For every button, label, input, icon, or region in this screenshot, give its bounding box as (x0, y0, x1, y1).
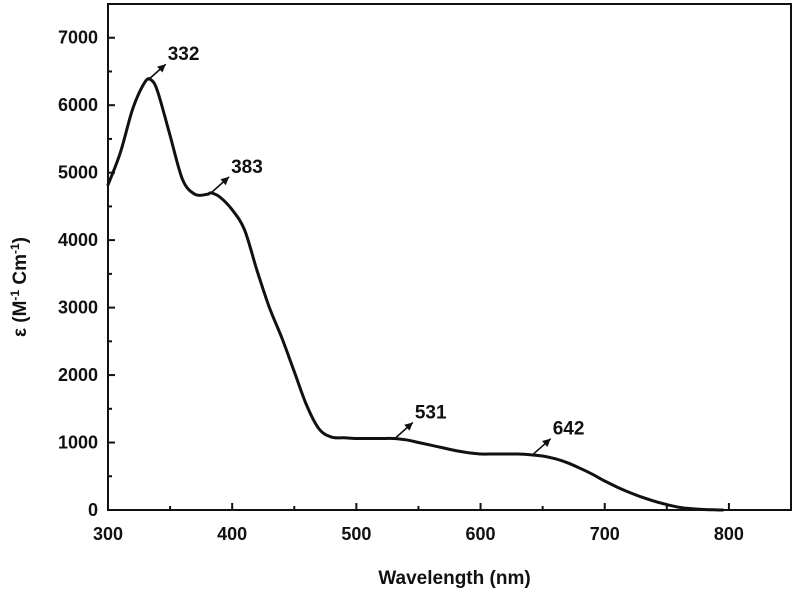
y-axis-label-sup1: -1 (8, 290, 22, 301)
x-tick-label-800: 800 (714, 524, 744, 544)
y-tick-label-2000: 2000 (58, 365, 98, 385)
annotation-label-531: 531 (415, 402, 447, 423)
y-tick-label-4000: 4000 (58, 230, 98, 250)
annotation-label-642: 642 (553, 419, 585, 440)
peak-annotations: 332 383 531 642 (147, 44, 585, 456)
annotation-label-332: 332 (168, 44, 200, 65)
y-tick-label-1000: 1000 (58, 433, 98, 453)
absorption-curve (106, 77, 725, 512)
y-tick-label-5000: 5000 (58, 163, 98, 183)
y-axis-label-sup2: -1 (8, 243, 22, 254)
annotation-arrowhead-383 (220, 176, 230, 186)
plot-frame (107, 3, 792, 511)
axis-ticks (107, 36, 730, 511)
x-axis-label: Wavelength (nm) (378, 568, 530, 589)
y-tick-label-0: 0 (88, 500, 98, 520)
annotation-arrowhead-332 (157, 64, 166, 73)
y-tick-label-3000: 3000 (58, 298, 98, 318)
x-tick-label-700: 700 (590, 524, 620, 544)
x-tick-label-600: 600 (466, 524, 496, 544)
y-tick-label-7000: 7000 (58, 28, 98, 48)
y-tick-label-6000: 6000 (58, 95, 98, 115)
y-axis-label: ε (M-1 Cm-1) (8, 237, 31, 337)
x-tick-label-500: 500 (341, 524, 371, 544)
y-axis-label-middle: Cm (10, 254, 31, 290)
annotation-arrowhead-531 (404, 422, 413, 431)
y-axis-label-suffix: ) (10, 237, 31, 243)
annotation-label-383: 383 (231, 157, 263, 178)
annotation-arrowhead-642 (542, 438, 551, 447)
x-tick-label-300: 300 (93, 524, 123, 544)
y-axis-label-prefix: ε (M (10, 301, 31, 337)
x-tick-label-400: 400 (217, 524, 247, 544)
tick-labels: 300 400 500 600 700 800 0 1000 2000 3000 4000 5000 6… (58, 28, 744, 544)
